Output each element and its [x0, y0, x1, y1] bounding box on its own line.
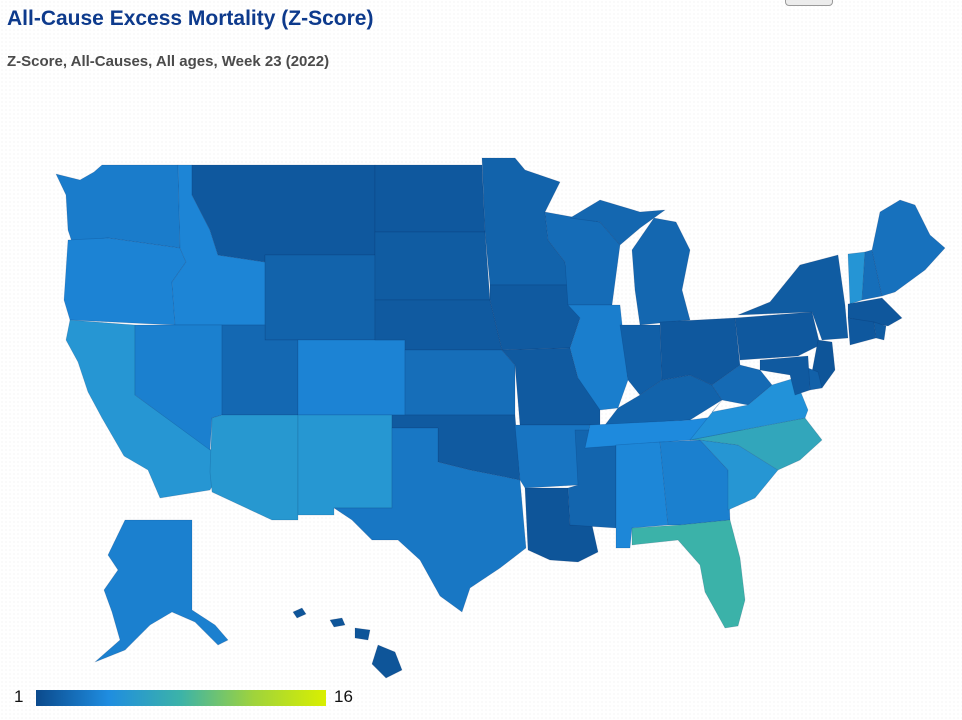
state-hi-oahu[interactable] — [329, 617, 346, 628]
state-nd[interactable] — [374, 164, 486, 233]
menu-button[interactable] — [785, 0, 833, 6]
state-tx[interactable] — [333, 427, 527, 613]
state-ma[interactable] — [847, 297, 903, 327]
legend-color-bar — [36, 690, 326, 706]
state-me[interactable] — [871, 199, 946, 297]
state-ct[interactable] — [847, 317, 877, 346]
state-or[interactable] — [63, 237, 187, 326]
state-hi-group — [292, 607, 403, 679]
state-az[interactable] — [209, 414, 299, 521]
state-mt[interactable] — [191, 164, 376, 263]
state-wa[interactable] — [55, 164, 181, 249]
state-fl[interactable] — [631, 519, 746, 629]
state-sd[interactable] — [374, 231, 491, 301]
state-va[interactable] — [689, 377, 809, 441]
state-ny[interactable] — [737, 254, 849, 341]
state-ri[interactable] — [873, 321, 887, 341]
state-ia[interactable] — [489, 284, 581, 351]
state-mo[interactable] — [501, 347, 601, 426]
state-hi[interactable] — [292, 607, 307, 619]
state-ks[interactable] — [404, 349, 516, 416]
legend-max-label: 16 — [334, 687, 353, 706]
state-md[interactable] — [759, 355, 811, 396]
state-mi[interactable] — [631, 217, 691, 326]
legend-min-label: 1 — [14, 687, 24, 706]
state-nm[interactable] — [297, 414, 393, 516]
state-pa[interactable] — [734, 311, 821, 361]
state-hi-big[interactable] — [371, 644, 403, 679]
state-co[interactable] — [297, 339, 406, 416]
state-wy[interactable] — [264, 254, 376, 341]
state-ak[interactable] — [94, 519, 229, 663]
map-title: All-Cause Excess Mortality (Z-Score) — [7, 7, 374, 30]
state-ar[interactable] — [514, 424, 591, 489]
state-mi-upper[interactable] — [569, 199, 666, 246]
map-subtitle: Z-Score, All-Causes, All ages, Week 23 (… — [7, 53, 330, 70]
state-hi-maui[interactable] — [354, 627, 371, 641]
